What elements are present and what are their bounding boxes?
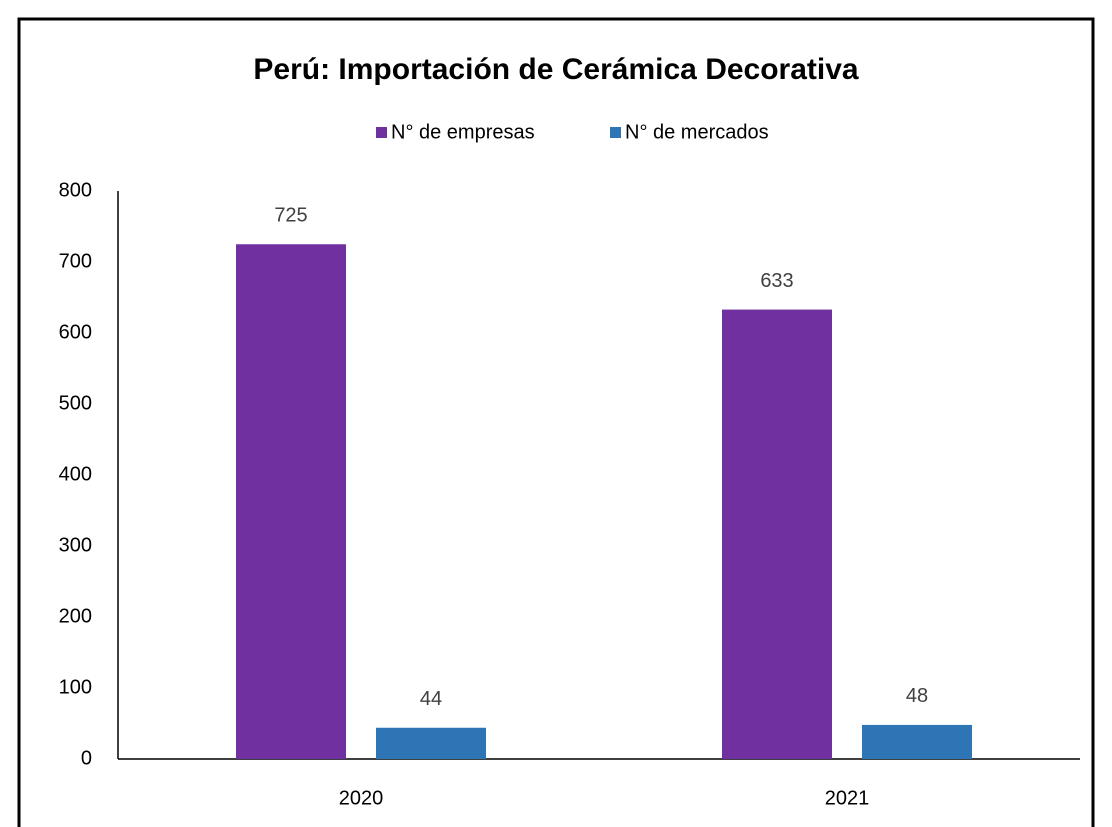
data-label: 44: [420, 688, 442, 710]
bar: [862, 724, 972, 759]
bar: [236, 244, 346, 759]
y-tick-label: 0: [81, 747, 92, 769]
bar: [376, 727, 486, 759]
data-label: 725: [274, 205, 307, 227]
y-tick-label: 800: [59, 179, 92, 201]
y-tick-label: 100: [59, 676, 92, 698]
y-tick-label: 300: [59, 534, 92, 556]
data-label: 633: [760, 270, 793, 292]
bar: [722, 309, 832, 759]
legend-label: N° de mercados: [625, 121, 769, 143]
legend-label: N° de empresas: [391, 121, 535, 143]
y-tick-label: 700: [59, 250, 92, 272]
legend-swatch: [376, 127, 387, 138]
legend-swatch: [610, 127, 621, 138]
x-tick-label: 2020: [339, 787, 384, 809]
x-tick-label: 2021: [825, 787, 870, 809]
y-tick-label: 500: [59, 392, 92, 414]
chart-title: Perú: Importación de Cerámica Decorativa: [253, 53, 859, 86]
y-tick-label: 400: [59, 463, 92, 485]
chart-border: [17, 17, 1095, 827]
y-tick-label: 600: [59, 321, 92, 343]
y-tick-label: 200: [59, 605, 92, 627]
data-label: 48: [906, 685, 928, 707]
